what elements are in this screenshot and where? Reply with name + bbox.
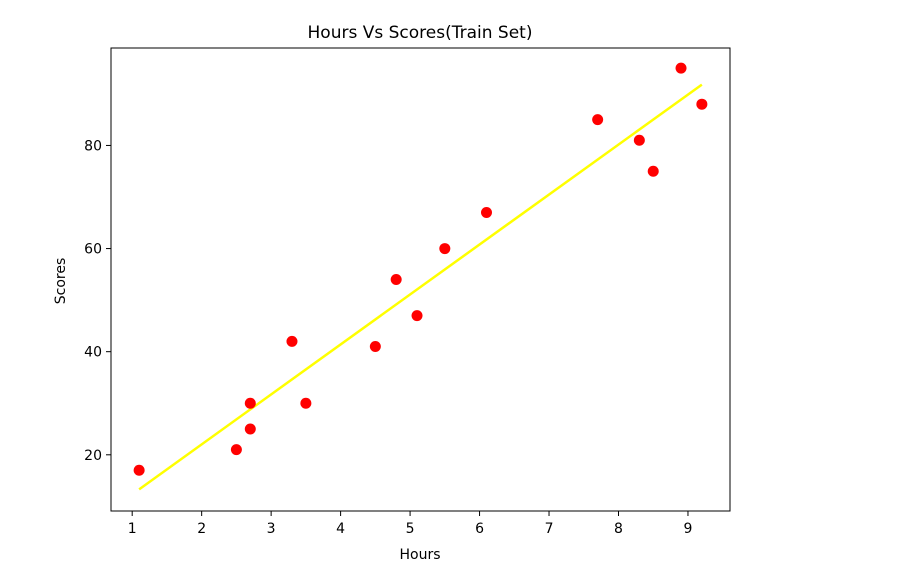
y-axis: 20 40 60 80 — [84, 138, 111, 464]
data-point — [647, 165, 659, 177]
data-point — [286, 335, 298, 347]
data-point — [300, 397, 312, 409]
y-tick-label: 80 — [84, 138, 102, 154]
data-point — [633, 134, 645, 146]
data-point — [696, 98, 708, 110]
data-point — [390, 274, 402, 285]
y-tick-label: 40 — [84, 345, 102, 361]
x-tick-label: 1 — [128, 521, 137, 537]
y-tick-label: 20 — [84, 448, 102, 464]
data-point — [480, 206, 492, 218]
x-tick-label: 6 — [475, 521, 484, 537]
data-point — [369, 341, 381, 353]
data-point — [244, 423, 256, 435]
y-tick-label: 60 — [84, 242, 102, 258]
y-axis-label: Scores — [53, 258, 69, 305]
x-tick-label: 8 — [614, 521, 623, 537]
x-tick-label: 3 — [267, 521, 276, 537]
data-point — [592, 114, 604, 126]
data-point — [230, 444, 242, 456]
x-tick-label: 2 — [197, 521, 206, 537]
regression-line — [138, 83, 703, 491]
x-axis: 1 2 3 4 5 6 7 8 9 — [128, 511, 693, 537]
data-point — [244, 397, 256, 409]
x-tick-label: 7 — [545, 521, 554, 537]
data-point — [133, 464, 145, 476]
x-tick-label: 4 — [336, 521, 345, 537]
x-tick-label: 9 — [684, 521, 693, 537]
data-point — [675, 62, 687, 74]
chart-title: Hours Vs Scores(Train Set) — [308, 23, 533, 43]
plot-area — [110, 47, 731, 512]
x-axis-label: Hours — [399, 547, 440, 563]
data-point — [439, 243, 451, 255]
plot-frame — [110, 47, 731, 512]
data-point — [411, 310, 423, 322]
x-tick-label: 5 — [406, 521, 415, 537]
